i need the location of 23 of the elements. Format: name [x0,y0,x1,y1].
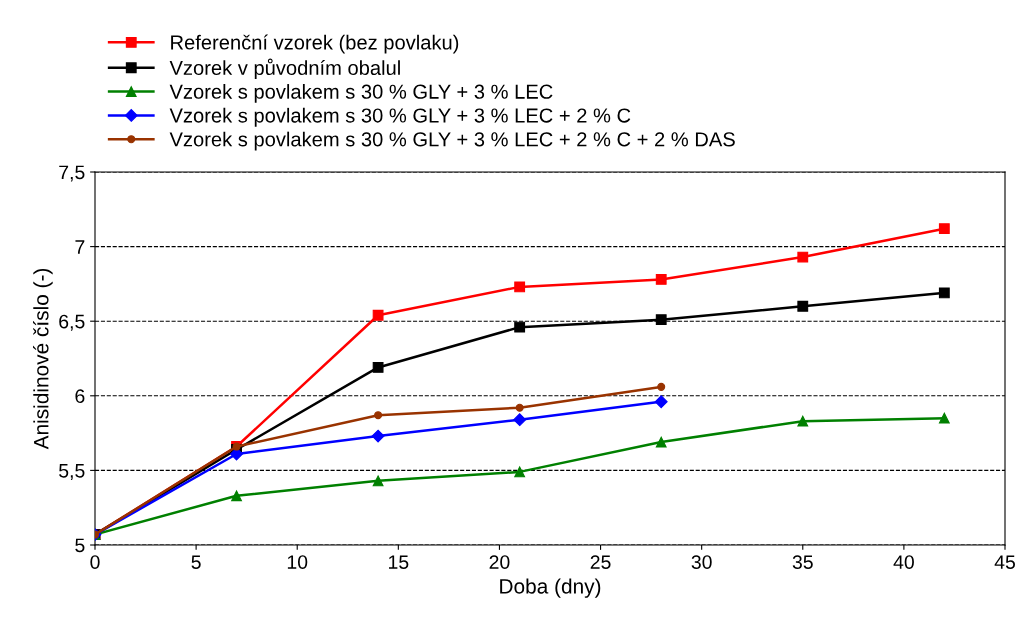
x-tick-label: 45 [994,555,1015,569]
legend-label: Vzorek s povlakem s 30 % GLY + 3 % LEC + 2 % C + 2 % DAS [169,131,735,151]
x-tick-label: 0 [90,555,100,569]
legend-label: Referenční vzorek (bez povlaku) [171,34,459,54]
y-tick-label: 7 [75,240,85,254]
x-axis-title: Doba (dny) [500,578,601,598]
x-tick-label: 30 [691,555,712,569]
x-tick-label: 15 [389,555,409,569]
y-tick-label: 6,5 [59,314,85,331]
x-tick-label: 35 [792,555,813,569]
legend-label: Vzorek v původním obalul [169,58,400,80]
x-tick-label: 25 [590,555,611,569]
y-tick-label: 7,5 [59,165,85,182]
y-tick-label: 5,5 [59,464,85,480]
legend-label: Vzorek s povlakem s 30 % GLY + 3 % LEC + 2 % C [169,107,631,127]
legend-label: Vzorek s povlakem s 30 % GLY + 3 % LEC [169,84,553,103]
x-tick-label: 20 [489,555,510,569]
x-tick-label: 10 [287,555,308,569]
x-tick-label: 40 [893,555,914,569]
x-tick-label: 5 [191,555,201,569]
y-tick-label: 5 [75,538,85,553]
y-tick-label: 6 [75,389,85,404]
y-axis-title: Anisidinové číslo (-) [33,268,53,450]
